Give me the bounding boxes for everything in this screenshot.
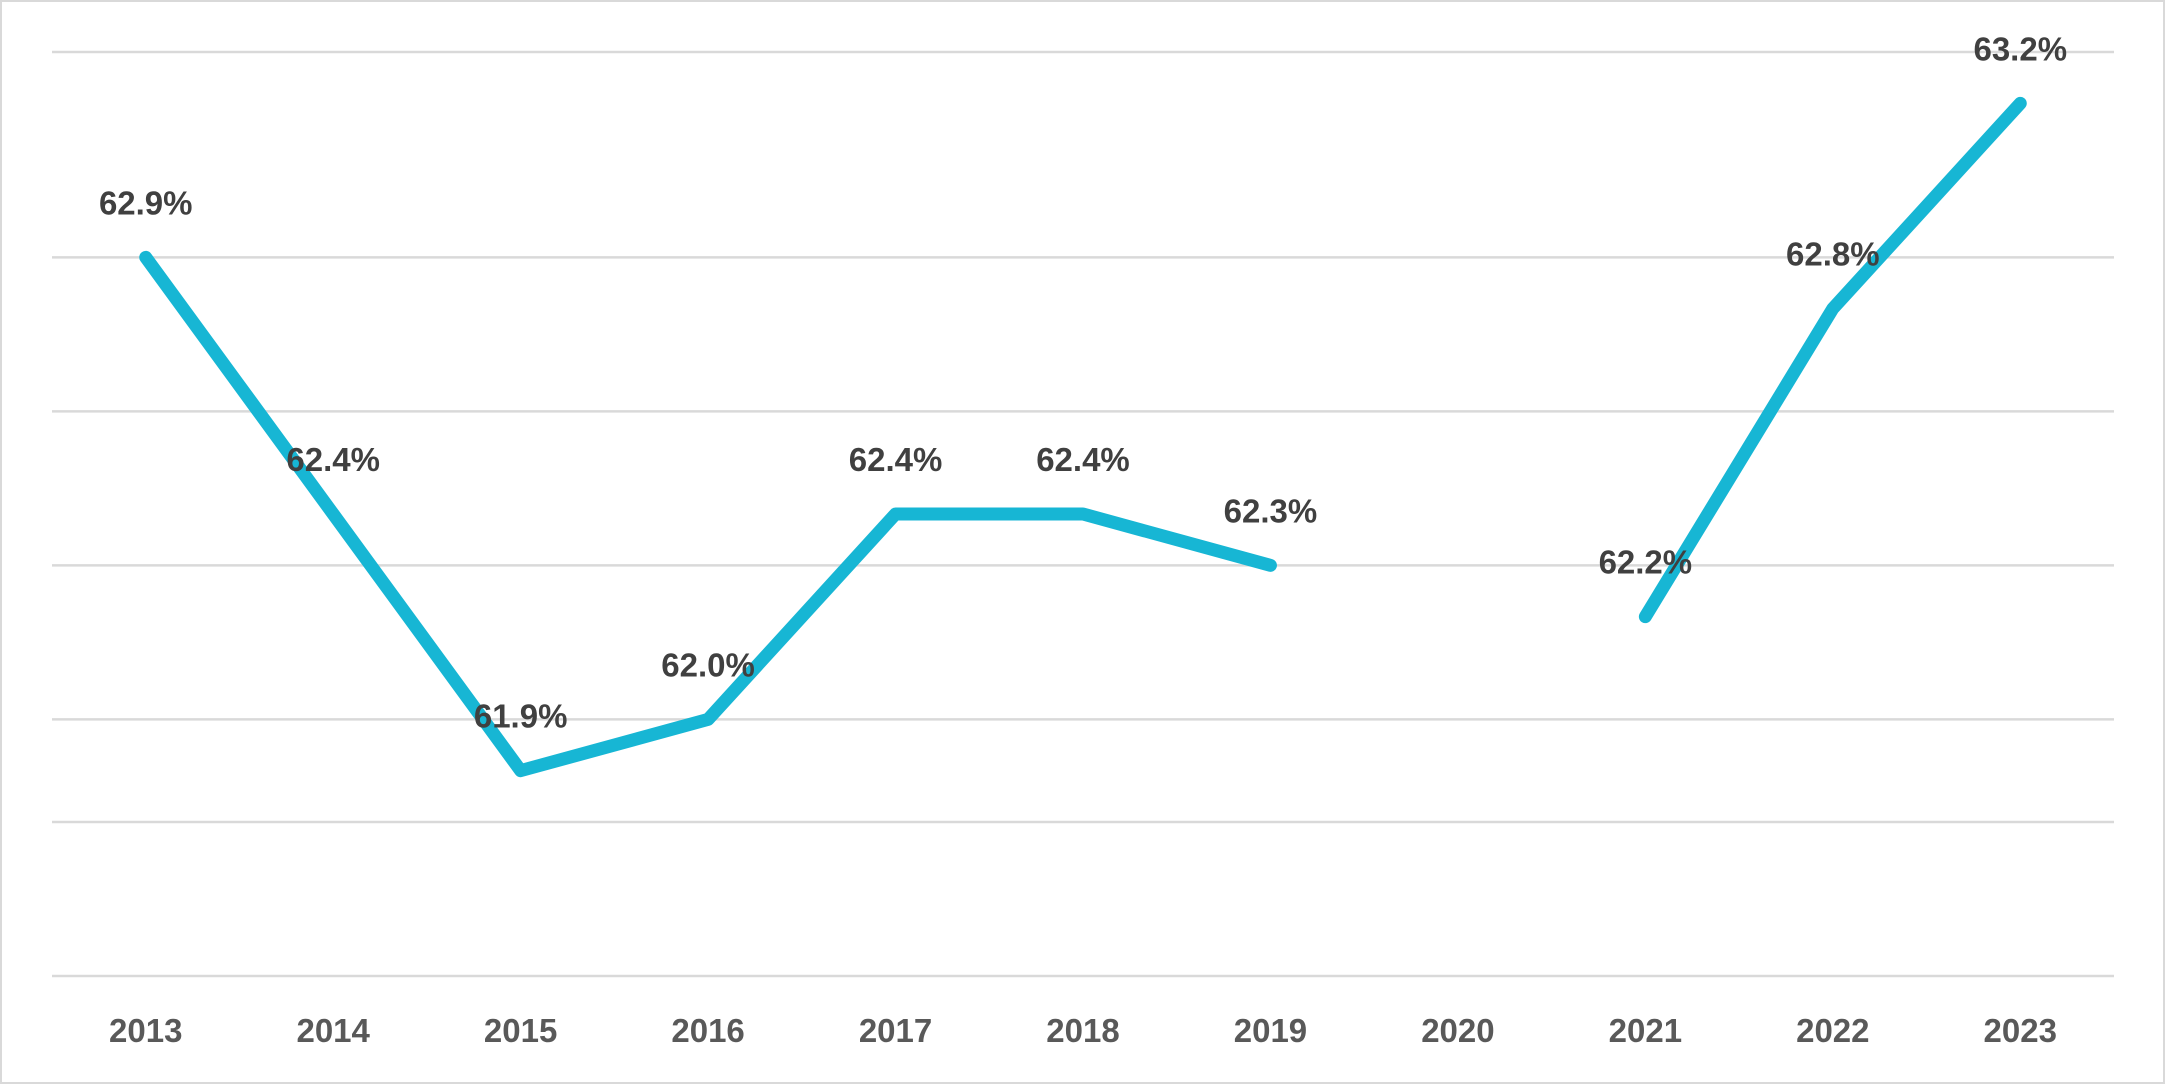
x-tick-label: 2020 <box>1421 1012 1494 1049</box>
data-label: 63.2% <box>1973 30 2067 67</box>
x-tick-label: 2023 <box>1984 1012 2057 1049</box>
x-tick-label: 2015 <box>484 1012 557 1049</box>
series-lines <box>139 96 2027 778</box>
gridlines <box>52 50 2114 978</box>
data-label: 62.3% <box>1224 492 1318 529</box>
x-tick-label: 2013 <box>109 1012 182 1049</box>
x-tick-label: 2016 <box>671 1012 744 1049</box>
x-tick-label: 2014 <box>296 1012 370 1049</box>
data-label: 62.0% <box>661 646 755 683</box>
x-tick-label: 2022 <box>1796 1012 1869 1049</box>
x-tick-label: 2017 <box>859 1012 932 1049</box>
data-label: 62.9% <box>99 184 193 221</box>
x-tick-label: 2021 <box>1609 1012 1682 1049</box>
data-label: 62.2% <box>1599 544 1693 581</box>
data-label: 62.4% <box>849 441 943 478</box>
series-line <box>139 250 1277 778</box>
data-label: 61.9% <box>474 698 568 735</box>
data-label: 62.4% <box>286 441 380 478</box>
data-labels: 62.9% 62.4% 61.9% 62.0% 62.4% 62.4% 62.3% 62.2%… <box>99 30 2067 734</box>
x-axis-tick-labels: 2013 2014 2015 2016 2017 2018 2019 2020 2021 2022… <box>109 1012 2057 1049</box>
x-tick-label: 2018 <box>1046 1012 1119 1049</box>
data-label: 62.8% <box>1786 236 1880 273</box>
data-label: 62.4% <box>1036 441 1130 478</box>
series-line <box>1638 96 2027 624</box>
x-tick-label: 2019 <box>1234 1012 1307 1049</box>
